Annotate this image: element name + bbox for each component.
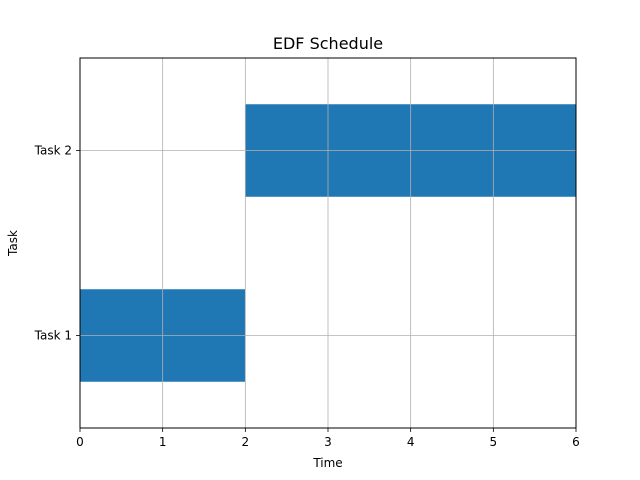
chart-title: EDF Schedule	[273, 34, 383, 53]
x-axis-ticks: 0 1 2 3 4 5 6	[76, 428, 580, 449]
x-axis-label: Time	[312, 456, 342, 470]
x-tick-label: 2	[242, 435, 250, 449]
y-axis-ticks: Task 1 Task 2	[34, 144, 80, 343]
x-tick-label: 5	[490, 435, 498, 449]
x-tick-label: 1	[159, 435, 167, 449]
y-axis-label: Task	[6, 230, 20, 257]
x-tick-label: 6	[572, 435, 580, 449]
x-tick-label: 0	[76, 435, 84, 449]
x-tick-label: 4	[407, 435, 415, 449]
x-tick-label: 3	[324, 435, 332, 449]
y-tick-label: Task 1	[34, 329, 72, 343]
y-tick-label: Task 2	[34, 144, 72, 158]
